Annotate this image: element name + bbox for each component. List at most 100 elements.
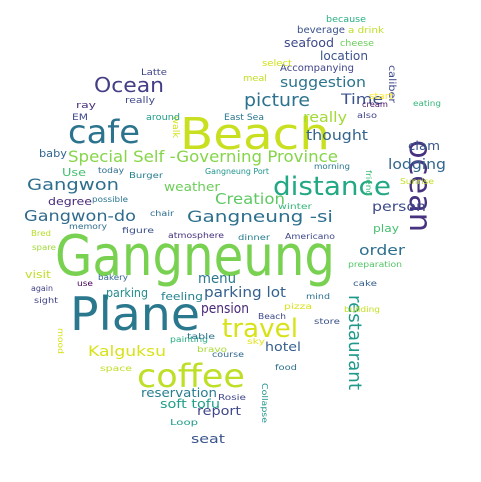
word: Gangneung xyxy=(55,224,335,289)
word: use xyxy=(77,279,93,288)
word: really xyxy=(125,96,156,106)
word: cheese xyxy=(340,39,374,49)
word: Beach xyxy=(180,109,330,160)
word: lodging xyxy=(388,157,446,173)
word: Collapse xyxy=(260,383,269,423)
word: Ocean xyxy=(94,73,164,97)
word: travel xyxy=(222,314,298,344)
word: eating xyxy=(413,99,441,108)
word: report xyxy=(197,404,241,418)
word: again xyxy=(31,284,53,293)
word: Time xyxy=(340,92,383,108)
word: Kalguksu xyxy=(88,344,166,360)
word: distance xyxy=(273,172,391,202)
word: dinner xyxy=(238,233,271,242)
word: soft tofu xyxy=(160,397,220,411)
word: thought xyxy=(306,128,369,144)
word: baby xyxy=(39,147,68,160)
word: friend xyxy=(364,170,373,196)
word: Loop xyxy=(170,418,198,427)
word: around xyxy=(146,113,180,123)
word: mind xyxy=(306,292,330,301)
word: degree xyxy=(48,195,92,208)
word: select xyxy=(262,59,293,69)
word: Rosie xyxy=(218,393,246,402)
word: parking lot xyxy=(204,285,287,301)
word: today xyxy=(98,166,124,175)
word: sky xyxy=(247,337,265,346)
word: really xyxy=(303,110,347,126)
word: winter xyxy=(278,202,313,211)
word: parking xyxy=(106,286,148,300)
word: meal xyxy=(243,74,267,84)
word: Use xyxy=(62,166,86,179)
word: Burger xyxy=(129,171,164,180)
word: location xyxy=(320,49,368,63)
word: visit xyxy=(25,268,52,281)
word: coffee xyxy=(137,357,245,395)
word: chair xyxy=(150,209,175,218)
word: mood xyxy=(56,328,65,354)
word: Latte xyxy=(141,68,168,78)
word: reservation xyxy=(141,386,217,400)
word: food xyxy=(275,363,297,372)
word: menu xyxy=(198,271,236,287)
word: suggestion xyxy=(280,75,366,91)
word: walk xyxy=(170,116,180,139)
word: preparation xyxy=(348,260,402,269)
word: building xyxy=(344,305,380,314)
word: sight xyxy=(34,296,58,305)
word: cake xyxy=(353,279,377,288)
word: picture xyxy=(244,90,310,111)
word: course xyxy=(212,350,244,359)
word: Americano xyxy=(285,232,335,241)
word: Special Self -Governing Province xyxy=(68,147,338,166)
word: hotel xyxy=(265,340,301,354)
word: restaurant xyxy=(344,295,365,390)
word: Accompanying xyxy=(280,63,354,74)
word: bravo xyxy=(197,345,227,354)
word: store xyxy=(314,317,340,326)
word: ocean xyxy=(402,140,437,232)
word: painting xyxy=(170,335,208,344)
word: because xyxy=(326,15,366,25)
word: Gangwon xyxy=(27,175,119,194)
word: possible xyxy=(92,195,128,204)
word: East Sea xyxy=(224,113,264,123)
word: clam xyxy=(408,139,440,153)
word: beverage xyxy=(297,25,345,36)
word: feeling xyxy=(161,290,203,303)
word: Bred xyxy=(31,229,51,238)
word: space xyxy=(100,364,132,373)
word: caliber xyxy=(386,65,397,104)
word: order xyxy=(359,243,405,259)
word: seat xyxy=(191,432,225,446)
word: cafe xyxy=(68,113,140,151)
word: a drink xyxy=(348,26,385,36)
word: pension xyxy=(201,301,249,317)
word: person xyxy=(372,200,426,215)
word: Gangneung -si xyxy=(187,207,333,226)
word: Creation xyxy=(215,190,285,208)
word: bakery xyxy=(98,273,128,282)
word: Beach xyxy=(258,312,286,321)
word: ray xyxy=(76,101,97,111)
word: weather xyxy=(164,180,220,194)
word: pizza xyxy=(284,302,312,311)
word: atmosphere xyxy=(168,231,224,240)
word: also xyxy=(357,111,377,120)
word: memory xyxy=(69,222,107,231)
word: Plane xyxy=(70,287,200,341)
word: morning xyxy=(314,162,350,171)
word: spare xyxy=(32,243,56,252)
word: Gangneung Port xyxy=(205,167,269,176)
word: start xyxy=(369,92,394,102)
word: EM xyxy=(72,113,88,123)
word: seafood xyxy=(284,36,334,50)
word: Sunrise xyxy=(400,177,434,186)
word: Gangwon-do xyxy=(24,207,136,225)
word: table xyxy=(187,332,215,341)
word: figure xyxy=(122,226,154,235)
word: cream xyxy=(362,100,388,109)
